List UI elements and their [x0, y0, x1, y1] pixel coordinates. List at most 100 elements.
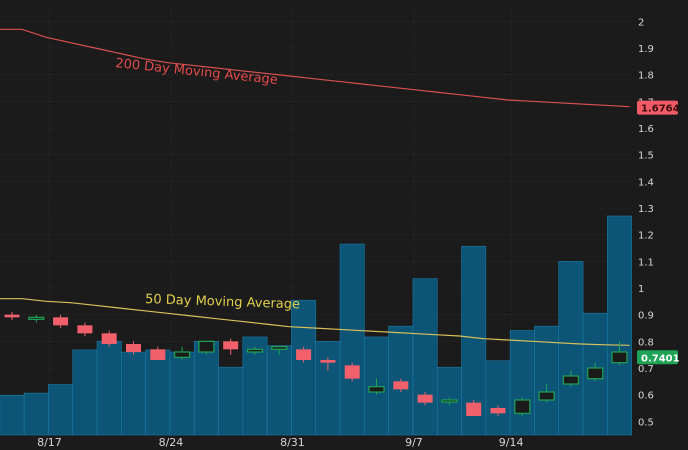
y-tick-label: 0.5 [638, 417, 654, 428]
candle-down [77, 322, 93, 336]
y-tick-label: 1.1 [638, 257, 654, 268]
volume-bar [23, 392, 49, 436]
candle-up [562, 370, 580, 387]
candle-body [101, 333, 117, 344]
candle-body [223, 341, 239, 350]
candle-body [296, 349, 312, 360]
volume-bar [96, 340, 122, 436]
moving-average-lines [0, 28, 630, 346]
volume-bar [145, 349, 171, 436]
sma200-value-badge-box [637, 100, 678, 115]
sma50-label: 50 Day Moving Average [145, 292, 300, 312]
sma200-value-badge: 1.6764 [637, 100, 680, 115]
candle-down [126, 341, 141, 355]
last-price-badge-box [637, 350, 678, 365]
candle-up [514, 397, 531, 416]
volume-bar [509, 330, 535, 436]
volume-bar [193, 340, 219, 436]
candle-body [53, 317, 69, 326]
y-tick-label: 1.6 [638, 124, 654, 135]
volume-bar [485, 360, 511, 436]
x-tick-label: 9/7 [405, 436, 423, 449]
candle-body [28, 316, 45, 320]
candle-body [320, 360, 336, 363]
candle-up [441, 397, 458, 406]
volume-bar [412, 278, 438, 436]
candle-body [246, 348, 264, 353]
candle-down [296, 346, 312, 363]
volume-bar [315, 340, 341, 436]
sma200-line [0, 28, 630, 108]
candle-down [320, 357, 336, 371]
y-tick-label: 1.4 [638, 177, 654, 188]
y-tick-label: 1.8 [638, 71, 654, 82]
y-tick-label: 2 [638, 17, 644, 28]
volume-bar [72, 349, 98, 436]
candle-down [490, 405, 506, 416]
sma50-line [0, 298, 630, 346]
candle-body [417, 394, 433, 403]
x-tick-label: 8/17 [37, 436, 62, 449]
x-axis: 8/17 8/24 8/31 9/7 9/14 [37, 436, 523, 449]
candle-body [611, 351, 628, 364]
candlesticks [4, 312, 628, 416]
candle-down [101, 330, 117, 347]
candle-up [271, 346, 288, 355]
candle-down [150, 346, 166, 360]
last-price-badge: 0.7401 [637, 350, 680, 365]
candle-body [514, 399, 531, 414]
y-tick-label: 0.8 [638, 337, 654, 348]
volume-bar [0, 394, 25, 436]
candle-down [4, 312, 20, 320]
y-tick-label: 0.6 [638, 391, 654, 402]
candle-up [174, 346, 191, 360]
y-tick-label: 1.9 [638, 44, 654, 55]
candle-body [562, 375, 580, 385]
x-tick-label: 8/31 [280, 436, 305, 449]
volume-bar [339, 243, 365, 436]
candle-body [490, 408, 506, 414]
volume-bar [266, 345, 292, 436]
candle-body [538, 391, 555, 401]
y-tick-label: 1.3 [638, 204, 654, 215]
volume-bar [534, 325, 560, 436]
volume-bars [0, 215, 632, 436]
last-price-badge-text: 0.7401 [641, 353, 680, 364]
candle-up [587, 362, 604, 382]
volume-bar [169, 351, 195, 436]
candle-down [393, 378, 409, 392]
candle-body [587, 367, 604, 380]
candle-down [223, 338, 239, 355]
candle-up [368, 378, 385, 395]
candle-down [466, 400, 482, 416]
candle-up [198, 340, 215, 355]
candle-up [538, 384, 555, 403]
volume-bar [218, 366, 244, 436]
volume-bar [607, 215, 632, 436]
candle-up [611, 341, 628, 366]
volume-bar [48, 384, 74, 436]
y-tick-label: 0.7 [638, 364, 654, 375]
candle-body [393, 381, 409, 390]
candle-down [344, 362, 360, 382]
candle-body [344, 365, 360, 379]
volume-bar [291, 299, 317, 436]
value-badges: 1.6764 0.7401 [637, 100, 680, 365]
candle-down [417, 392, 433, 406]
candle-up [246, 346, 264, 355]
y-tick-label: 0.9 [638, 311, 654, 322]
candle-body [466, 402, 482, 416]
candle-body [4, 314, 20, 318]
candle-body [441, 399, 458, 403]
volume-bar [121, 351, 146, 436]
y-tick-label: 1.2 [638, 231, 654, 242]
candle-body [198, 340, 215, 353]
candle-body [77, 325, 93, 334]
candle-body [150, 349, 166, 360]
candle-down [53, 314, 69, 328]
candle-body [126, 344, 141, 352]
x-tick-label: 8/24 [159, 436, 184, 449]
candle-body [368, 386, 385, 393]
candle-body [271, 346, 288, 350]
